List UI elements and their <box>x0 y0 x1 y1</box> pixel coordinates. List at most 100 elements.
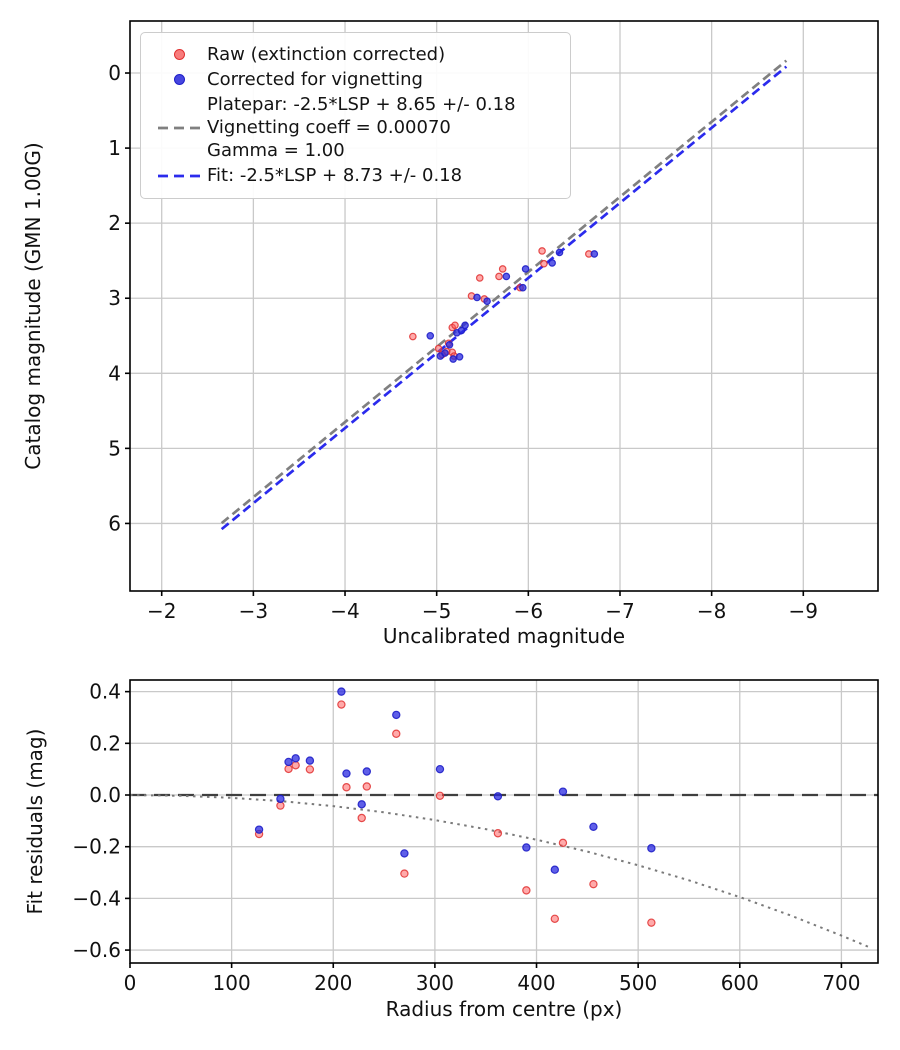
y-tick-label: 3 <box>108 286 121 310</box>
raw-residuals-point <box>305 765 315 774</box>
x-tick-label: 300 <box>416 971 454 995</box>
raw-points-point <box>538 247 546 255</box>
fit-line <box>220 65 788 531</box>
residuals-axes: 0 100 200 300 400 500 600 700 0.4 0.2 0.0 −0.2 −0.4 −… <box>23 679 879 1021</box>
vignetting-residuals-point <box>305 756 315 765</box>
fit-dash-swatch <box>158 174 200 177</box>
raw-residuals-point <box>435 791 445 800</box>
raw-residuals-point <box>337 700 346 709</box>
platepar-dash-swatch <box>158 126 200 129</box>
vignetting-residuals-point <box>337 687 346 696</box>
x-axis-label: Uncalibrated magnitude <box>383 624 625 648</box>
x-tick-label: −7 <box>605 599 634 623</box>
legend-handle <box>151 172 207 180</box>
vignetting-points-point <box>449 355 457 363</box>
y-tick-label: −0.4 <box>72 886 121 910</box>
x-tick-label: 0 <box>124 971 137 995</box>
y-tick-label: 0 <box>108 61 121 85</box>
legend-handle <box>151 49 207 60</box>
vignetting-residuals-point <box>284 757 293 767</box>
x-tick-label: −5 <box>422 599 451 623</box>
raw-points-point <box>498 265 507 273</box>
magnitude-fit-series <box>220 59 788 531</box>
legend-entry-raw: Raw (extinction corrected) <box>151 43 560 66</box>
legend-label-platepar: Platepar: -2.5*LSP + 8.65 +/- 0.18 Vigne… <box>207 93 516 162</box>
legend-box: Raw (extinction corrected) Corrected for… <box>140 32 571 199</box>
raw-residuals-point <box>342 783 351 792</box>
platepar-line-3: Gamma = 1.00 <box>207 140 345 161</box>
x-axis-label: Radius from centre (px) <box>386 997 623 1021</box>
legend-label-fit: Fit: -2.5*LSP + 8.73 +/- 0.18 <box>207 165 463 186</box>
vignetting-points-point <box>555 248 564 257</box>
legend-label-vignetting: Corrected for vignetting <box>207 69 423 90</box>
raw-residuals-point <box>392 729 401 738</box>
y-tick-label: 1 <box>108 136 121 160</box>
y-tick-label: 0.0 <box>89 783 121 807</box>
x-tick-label: −4 <box>330 599 359 623</box>
vignetting-residuals-point <box>254 825 264 834</box>
vignetting-points-point <box>455 352 464 361</box>
vignetting-points-point <box>461 321 469 330</box>
vignetting-points-point <box>483 297 491 306</box>
raw-residuals-point <box>550 914 560 924</box>
y-axis-label: Catalog magnitude (GMN 1.00G) <box>21 142 45 469</box>
legend-entry-vignetting: Corrected for vignetting <box>151 68 560 91</box>
x-tick-label: 200 <box>314 971 352 995</box>
raw-points-point <box>434 344 443 353</box>
vignetting-residuals-point <box>400 849 409 858</box>
vignetting-residuals-point <box>342 769 351 778</box>
platepar-line <box>220 59 788 525</box>
vignetting-points-point <box>457 326 466 335</box>
residuals-series <box>130 687 878 950</box>
x-tick-label: −6 <box>514 599 543 623</box>
platepar-line-2: Vignetting coeff = 0.00070 <box>207 117 451 138</box>
magnitude-fit-axes: −2 −3 −4 −5 −6 −7 −8 −9 0 1 2 3 4 5 6 Uncalibrated magn… <box>21 20 879 648</box>
y-tick-label: 0.2 <box>89 731 121 755</box>
raw-residuals-point <box>589 879 598 889</box>
y-tick-label: 0.4 <box>89 680 121 704</box>
vignetting-residuals-point <box>550 865 560 874</box>
x-tick-label: −3 <box>239 599 268 623</box>
x-tick-label: −2 <box>147 599 176 623</box>
vignetting-points-point <box>519 283 527 292</box>
x-tick-label: 700 <box>822 971 860 995</box>
legend-label-raw: Raw (extinction corrected) <box>207 44 446 65</box>
raw-residuals-point <box>291 761 300 770</box>
vignetting-residuals-point <box>276 794 285 804</box>
raw-residuals-point <box>647 918 656 927</box>
raw-points-point <box>409 332 417 341</box>
vignetting-points-point <box>445 340 454 349</box>
y-tick-label: −0.6 <box>72 938 121 962</box>
vignetting-points-point <box>502 272 511 281</box>
x-tick-label: 600 <box>721 971 759 995</box>
x-tick-label: −8 <box>697 599 726 623</box>
vignetting-points-point <box>441 349 449 357</box>
y-tick-label: 6 <box>108 511 121 535</box>
vignetting-residuals-point <box>435 764 445 774</box>
y-tick-label: 2 <box>108 211 121 235</box>
raw-residuals-point <box>284 764 293 774</box>
y-axis-label: Fit residuals (mag) <box>23 729 47 915</box>
vignetting-points-point <box>590 250 599 258</box>
vignetting-model-curve <box>130 794 873 950</box>
legend-handle <box>151 124 207 132</box>
vignetting-residuals-point <box>392 710 401 720</box>
legend-entry-fit: Fit: -2.5*LSP + 8.73 +/- 0.18 <box>151 164 560 187</box>
x-tick-label: 400 <box>517 971 555 995</box>
axes-spine <box>129 679 879 964</box>
raw-points-point <box>451 321 459 330</box>
vignetting-points-point <box>473 293 481 302</box>
raw-marker-swatch <box>173 49 185 60</box>
raw-residuals-point <box>558 838 568 848</box>
raw-residuals-point <box>362 782 371 791</box>
raw-points-point <box>475 274 484 282</box>
y-tick-label: 5 <box>108 436 121 460</box>
vignetting-points-point <box>521 265 530 273</box>
x-tick-label: 100 <box>213 971 251 995</box>
vignetting-residuals-point <box>647 844 656 853</box>
vignetting-residuals-point <box>291 754 300 763</box>
raw-residuals-point <box>400 869 409 878</box>
platepar-line-1: Platepar: -2.5*LSP + 8.65 +/- 0.18 <box>207 94 516 115</box>
